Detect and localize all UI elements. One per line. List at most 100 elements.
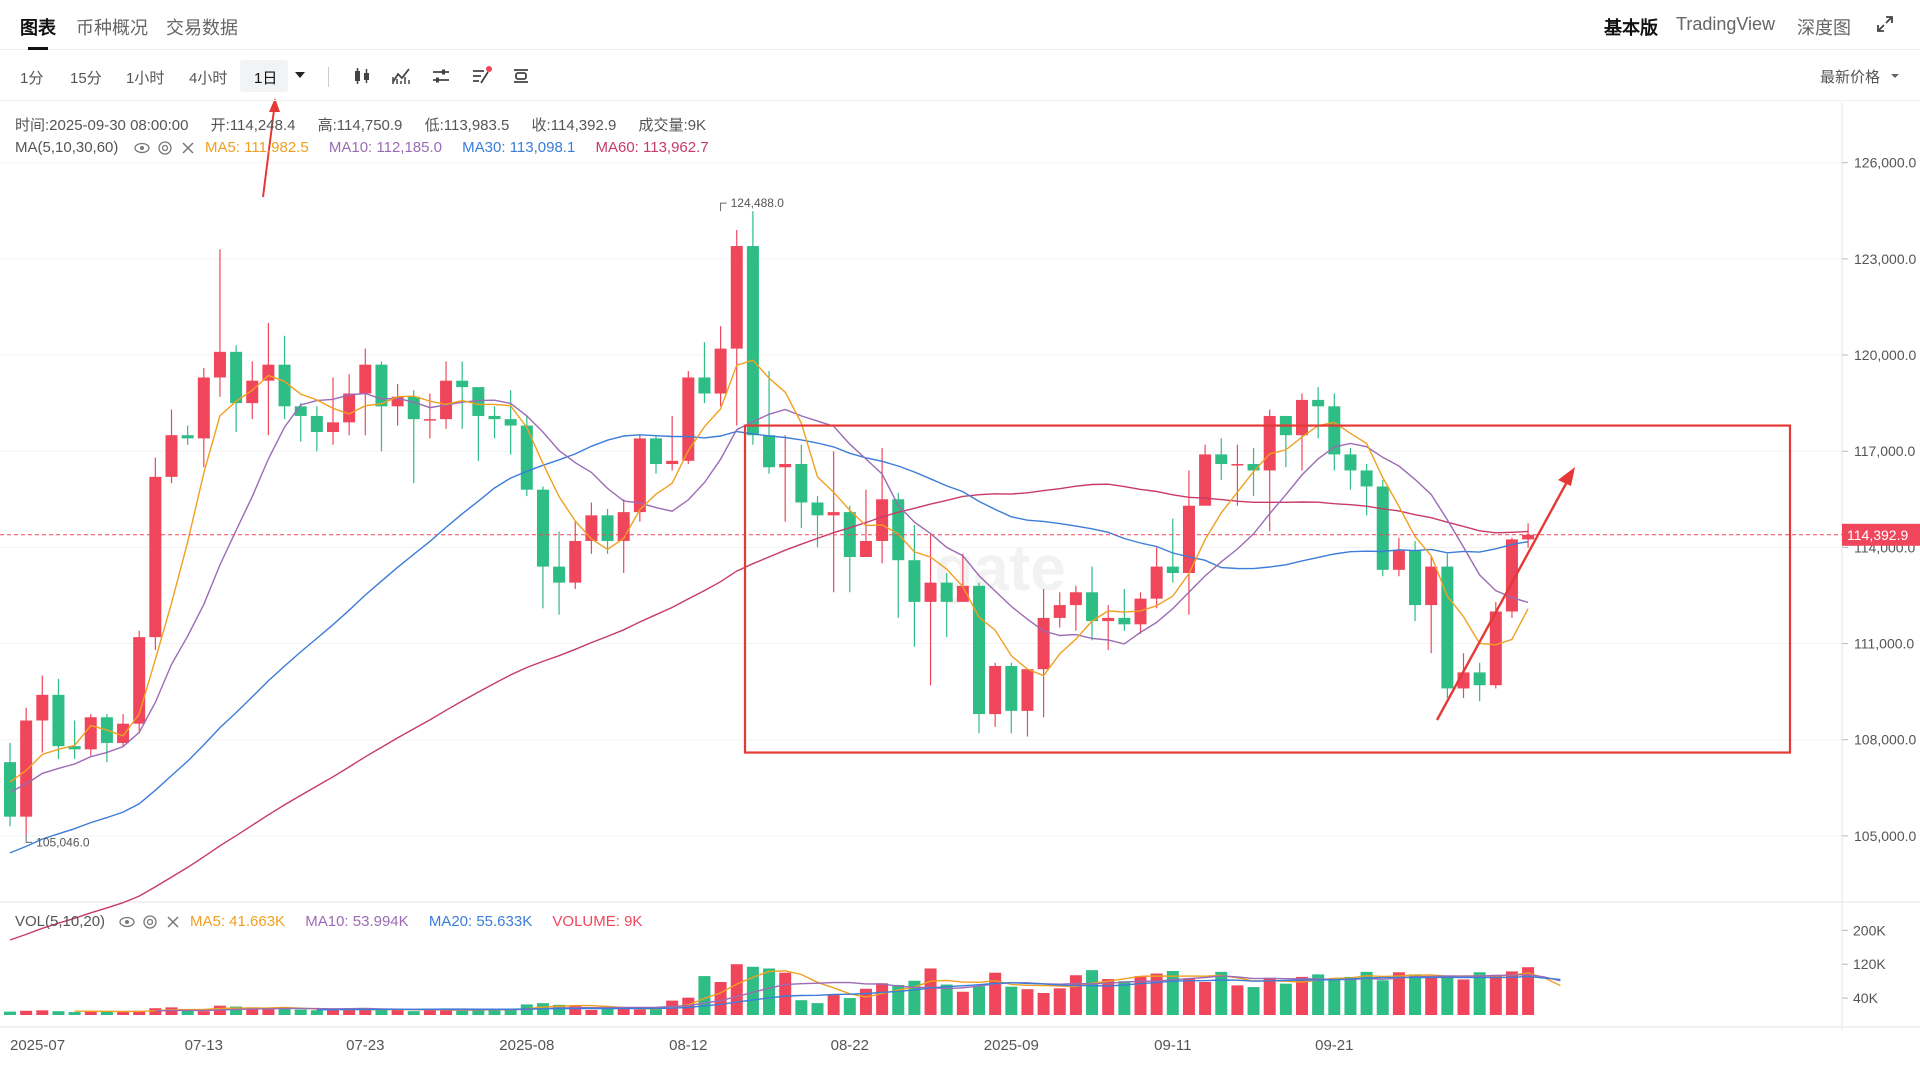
ma10-value: MA10: 112,185.0 [328, 139, 442, 156]
ma-values: MA5: 111,982.5 MA10: 112,185.0 MA30: 113… [205, 139, 709, 156]
candle-body [1182, 505, 1195, 574]
candle-body [1102, 617, 1115, 622]
expand-icon[interactable] [1874, 13, 1896, 35]
candle-body [343, 393, 356, 423]
volume-bar [940, 984, 953, 1015]
candle-body [84, 717, 97, 750]
volume-bar [359, 1008, 372, 1015]
settings-icon[interactable] [157, 140, 173, 156]
indicator-icon[interactable] [390, 65, 412, 87]
tab-basic[interactable]: 基本版 [1604, 18, 1658, 38]
time-axis: 2025-07 07-13 07-23 2025-08 08-12 08-22 2025-0… [10, 1037, 1353, 1054]
chevron-down-icon[interactable] [1890, 72, 1900, 80]
volume-bar [1360, 971, 1373, 1015]
watermark-text: gate [934, 532, 1066, 604]
tab-depth[interactable]: 深度图 [1797, 18, 1851, 38]
volume-bar [230, 1006, 243, 1015]
timeframe-arrow-line [262, 109, 275, 198]
candle-body [827, 512, 840, 516]
candle-body [1215, 454, 1228, 465]
volume-bar [698, 976, 711, 1015]
volume-bar [1409, 974, 1422, 1015]
volume-bar [504, 1009, 517, 1015]
volume-bar [4, 1011, 16, 1015]
drawing-tools-icon[interactable] [470, 65, 492, 87]
chart-layout-icon[interactable] [510, 65, 532, 87]
candle-body [246, 380, 259, 404]
price-tick-label: 126,000.0 [1854, 155, 1916, 171]
candle-body [1199, 454, 1212, 506]
candle-body [811, 502, 824, 516]
volume-tick-label: 200K [1853, 922, 1886, 938]
candle-body [520, 425, 533, 490]
min-price-label: 105,046.0 [36, 835, 90, 849]
volume-bar [989, 972, 1002, 1015]
candle-body [973, 585, 985, 715]
vol-ma10-value: MA10: 53.994K [305, 913, 409, 930]
candle-body [763, 435, 776, 468]
candle-body [633, 438, 646, 513]
volume-value: 9K [687, 117, 707, 134]
candle-type-icon[interactable] [351, 65, 373, 87]
volume-bar [1215, 971, 1228, 1015]
time-tick-label: 2025-09 [984, 1037, 1039, 1054]
tab-trade-data[interactable]: 交易数据 [166, 18, 238, 38]
volume-bar [795, 1000, 808, 1015]
timeframe-1m[interactable]: 1分 [20, 70, 44, 87]
last-price-label: 114,392.9 [1847, 527, 1908, 543]
timeframe-1h[interactable]: 1小时 [126, 70, 165, 87]
candle-body [1037, 617, 1050, 670]
tab-coin-overview[interactable]: 币种概况 [76, 18, 148, 38]
max-marker [720, 202, 727, 212]
settings-sliders-icon[interactable] [430, 65, 452, 87]
timeframe-15m[interactable]: 15分 [70, 70, 102, 87]
candle-body [1166, 566, 1179, 574]
timeframe-4h[interactable]: 4小时 [189, 70, 228, 87]
candle-body [714, 348, 727, 394]
candle-body [36, 694, 49, 721]
volume-bar [1037, 993, 1050, 1015]
candle-body [859, 540, 872, 557]
volume-bar [52, 1011, 65, 1015]
candle-body [989, 665, 1002, 715]
candle-body [230, 351, 243, 404]
volume-bar [262, 1009, 275, 1015]
time-tick-label: 08-12 [669, 1037, 707, 1054]
volume-bar [633, 1009, 646, 1015]
volume-bar [876, 983, 889, 1015]
eye-icon[interactable] [134, 140, 150, 156]
volume-bar [1005, 986, 1018, 1015]
candle-body [165, 435, 178, 477]
candle-body [730, 246, 743, 349]
chevron-down-icon[interactable] [294, 70, 306, 80]
ma-legend-name: MA(5,10,30,60) [15, 139, 119, 156]
candle-body [779, 464, 792, 468]
volume-bar [585, 1009, 598, 1015]
tab-chart[interactable]: 图表 [20, 18, 56, 38]
settings-icon[interactable] [142, 914, 158, 930]
tab-active-indicator [28, 47, 48, 50]
candle-body [698, 377, 711, 394]
time-label: 时间: [15, 117, 50, 134]
volume-bar [569, 1005, 582, 1015]
tab-tradingview[interactable]: TradingView [1676, 14, 1776, 34]
candle-body [1086, 592, 1099, 622]
watermark: gate [934, 532, 1066, 604]
volume-bar [246, 1007, 259, 1015]
price-mode-select[interactable]: 最新价格 [1820, 69, 1881, 86]
volume-label: 成交量: [638, 117, 688, 134]
timeframe-1d[interactable]: 1日 [254, 70, 278, 87]
volume-bar [1473, 972, 1486, 1015]
candle-body [472, 387, 485, 416]
ma5-line [9, 359, 1529, 783]
eye-icon[interactable] [119, 914, 135, 930]
range-box [743, 424, 1792, 754]
volume-bar [1199, 982, 1212, 1015]
time-tick-label: 07-23 [346, 1037, 384, 1054]
close-icon[interactable] [180, 140, 196, 156]
close-icon[interactable] [165, 914, 181, 930]
volume-bar [1182, 978, 1195, 1015]
volume-bar [391, 1009, 404, 1015]
time-tick-label: 09-11 [1154, 1037, 1191, 1054]
